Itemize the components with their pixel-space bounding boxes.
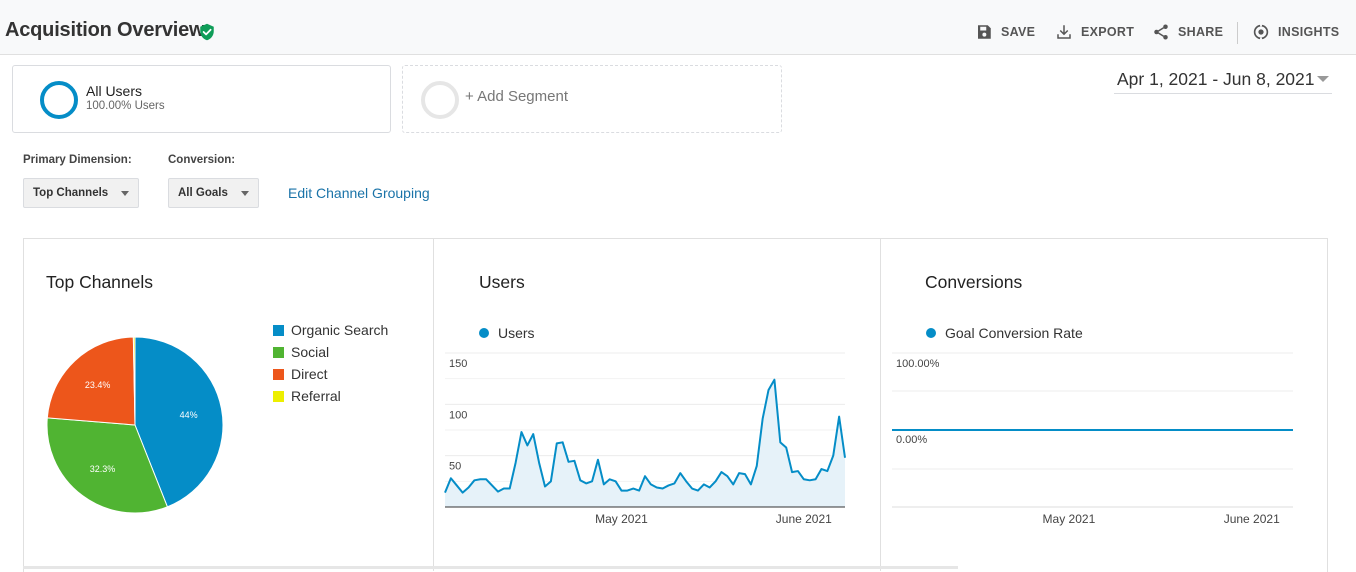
toolbar-divider: [1237, 22, 1238, 44]
y-tick-label: 100: [449, 409, 467, 421]
top-channels-title: Top Channels: [46, 272, 154, 292]
legend-label: Referral: [291, 388, 341, 404]
export-icon: [1057, 25, 1071, 39]
insights-button[interactable]: INSIGHTS: [1252, 16, 1339, 48]
pie-slice-label: 23.4%: [85, 380, 111, 390]
edit-channel-grouping-link[interactable]: Edit Channel Grouping: [288, 185, 430, 201]
primary-dimension-select[interactable]: Top Channels: [23, 178, 139, 208]
segment-percent: 100.00% Users: [86, 100, 165, 112]
pie-slice-direct[interactable]: [46, 336, 136, 426]
insights-label: INSIGHTS: [1278, 25, 1340, 39]
legend-label: Direct: [291, 366, 328, 382]
legend-label: Organic Search: [291, 322, 389, 338]
users-series-line[interactable]: [444, 378, 846, 494]
legend-label: Social: [291, 344, 330, 360]
chevron-down-icon: [241, 191, 249, 196]
insights-icon: [1253, 24, 1269, 40]
conversion-label: Conversion:: [168, 154, 236, 166]
date-range-text: Apr 1, 2021 - Jun 8, 2021: [1117, 69, 1315, 89]
legend-swatch: [273, 391, 284, 402]
save-label: SAVE: [1001, 25, 1036, 39]
x-tick-label: May 2021: [1043, 512, 1096, 526]
save-button[interactable]: SAVE: [975, 16, 1035, 48]
conversions-legend-label: Goal Conversion Rate: [945, 325, 1083, 341]
y-tick-label: 100.00%: [896, 358, 940, 370]
pie-slice-social[interactable]: [46, 417, 169, 514]
x-tick-label: June 2021: [1224, 512, 1280, 526]
verified-shield-icon: [200, 23, 214, 41]
pie-slice-label: 44%: [180, 410, 198, 420]
chevron-down-icon[interactable]: [1317, 76, 1329, 82]
pie-slice-organic-search[interactable]: [134, 336, 224, 508]
y-tick-label: 0.00%: [896, 434, 927, 446]
users-title: Users: [479, 272, 525, 292]
chevron-down-icon: [121, 191, 129, 196]
date-range-picker[interactable]: Apr 1, 2021 - Jun 8, 2021: [1114, 69, 1332, 94]
page-title: Acquisition Overview: [5, 19, 205, 41]
segment-ring-icon: [40, 81, 78, 119]
empty-segment-ring-icon: [421, 81, 459, 119]
legend-swatch: [273, 369, 284, 380]
share-button[interactable]: SHARE: [1152, 16, 1223, 48]
legend-swatch: [273, 325, 284, 336]
conversions-line-chart: 100.00% 0.00% May 2021 June 2021: [892, 352, 1293, 526]
panel-divider: [880, 238, 881, 571]
conversion-value: All Goals: [178, 187, 228, 199]
segment-name: All Users: [86, 83, 143, 99]
panel-divider: [433, 238, 434, 571]
top-channels-pie-chart: 44% 32.3% 23.4%: [46, 336, 224, 514]
pie-slice-referral[interactable]: [132, 336, 136, 426]
pie-slice-label: 32.3%: [90, 464, 116, 474]
legend-swatch: [273, 347, 284, 358]
conversion-select[interactable]: All Goals: [168, 178, 259, 208]
export-label: EXPORT: [1081, 25, 1135, 39]
share-icon: [1154, 24, 1168, 40]
charts-panel: [23, 238, 1328, 572]
save-icon: [978, 25, 991, 39]
x-tick-label: May 2021: [595, 512, 648, 526]
add-segment-label: + Add Segment: [465, 88, 568, 105]
y-tick-label: 150: [449, 358, 467, 370]
export-button[interactable]: EXPORT: [1055, 16, 1134, 48]
add-segment-button[interactable]: [402, 65, 782, 133]
page-header: [0, 0, 1356, 55]
primary-dimension-label: Primary Dimension:: [23, 154, 132, 166]
y-tick-label: 50: [449, 461, 461, 473]
users-legend-dot: [479, 328, 489, 338]
users-legend-label: Users: [498, 325, 535, 341]
users-area-chart: 150 100 50 May 2021 June 2021: [444, 352, 846, 526]
table-top-border: [23, 566, 958, 569]
conversions-legend-dot: [926, 328, 936, 338]
x-tick-label: June 2021: [776, 512, 832, 526]
share-label: SHARE: [1178, 25, 1224, 39]
conversions-title: Conversions: [925, 272, 1023, 292]
primary-dimension-value: Top Channels: [33, 187, 109, 199]
